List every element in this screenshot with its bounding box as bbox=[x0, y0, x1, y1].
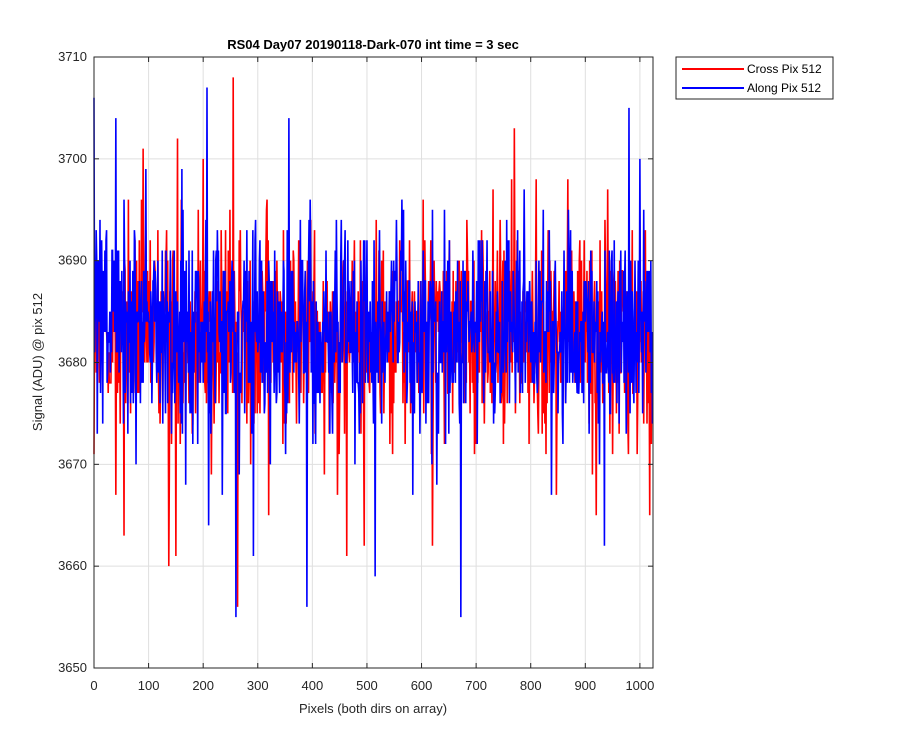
y-tick-label: 3700 bbox=[58, 151, 87, 166]
chart-title: RS04 Day07 20190118-Dark-070 int time = … bbox=[227, 37, 519, 52]
x-tick-label: 600 bbox=[411, 678, 433, 693]
x-tick-label: 700 bbox=[465, 678, 487, 693]
x-tick-label: 800 bbox=[520, 678, 542, 693]
x-tick-label: 400 bbox=[302, 678, 324, 693]
y-axis-label: Signal (ADU) @ pix 512 bbox=[30, 293, 45, 431]
x-tick-label: 500 bbox=[356, 678, 378, 693]
x-axis-label: Pixels (both dirs on array) bbox=[299, 701, 447, 716]
x-tick-label: 300 bbox=[247, 678, 269, 693]
legend: Cross Pix 512 Along Pix 512 bbox=[675, 56, 834, 100]
y-tick-label: 3660 bbox=[58, 558, 87, 573]
y-tick-label: 3710 bbox=[58, 49, 87, 64]
axis-ticks: 0 100 200 300 400 500 600 700 800 900 1000 3650 3660… bbox=[58, 49, 654, 693]
y-tick-label: 3690 bbox=[58, 253, 87, 268]
legend-box bbox=[675, 56, 834, 100]
y-tick-label: 3680 bbox=[58, 355, 87, 370]
x-tick-label: 0 bbox=[90, 678, 97, 693]
legend-label-cross: Cross Pix 512 bbox=[747, 62, 822, 76]
x-tick-label: 100 bbox=[138, 678, 160, 693]
y-tick-label: 3670 bbox=[58, 456, 87, 471]
series-layer bbox=[93, 77, 654, 618]
x-tick-label: 1000 bbox=[625, 678, 654, 693]
x-tick-label: 200 bbox=[192, 678, 214, 693]
legend-label-along: Along Pix 512 bbox=[747, 81, 821, 95]
y-tick-label: 3650 bbox=[58, 660, 87, 675]
series-line-along-pix-512 bbox=[93, 87, 654, 618]
x-tick-label: 900 bbox=[574, 678, 596, 693]
